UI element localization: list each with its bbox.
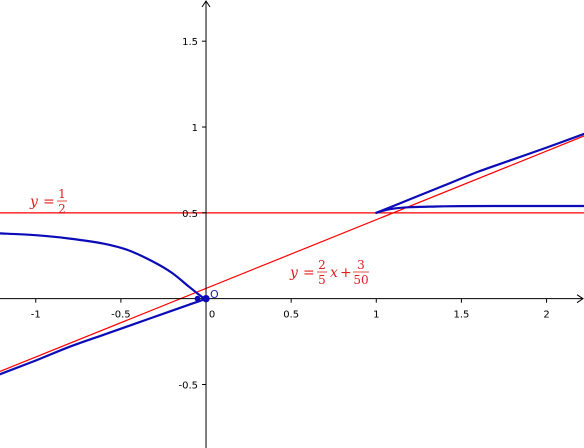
label-half-den: 2	[58, 202, 66, 216]
y-tick-label: 0.5	[182, 209, 198, 220]
x-tick-label: 1	[373, 310, 379, 321]
curve-1	[0, 298, 206, 376]
label-tan-const-den: 50	[353, 273, 368, 287]
point-1	[202, 294, 210, 303]
label-tan-lhs: y	[289, 265, 299, 281]
line-label-half: y = 1 2	[29, 187, 67, 216]
x-tick-label: -1	[31, 310, 41, 321]
label-half-eq: =	[43, 194, 55, 210]
label-half-lhs: y	[29, 194, 39, 210]
points	[194, 294, 210, 303]
label-tan-coef-num: 2	[318, 258, 326, 272]
curve-3	[375, 132, 584, 214]
x-axis-arrow	[576, 294, 584, 304]
tick-labels: -1 -0.5 0 0.5 1 1.5 2 -0.5 0.5 1 1.5	[31, 37, 550, 391]
asymptote-lines	[0, 135, 584, 373]
label-tan-const-num: 3	[357, 258, 365, 272]
label-half-num: 1	[58, 187, 66, 201]
curve-2	[375, 204, 584, 214]
curve-0	[0, 232, 206, 300]
x-tick-label: 0.5	[283, 310, 299, 321]
label-tan-eq: =	[303, 265, 315, 281]
x-tick-label: 1.5	[453, 310, 469, 321]
y-tick-label: 1.5	[182, 37, 198, 48]
function-curves	[0, 132, 584, 376]
y-tick-label: -0.5	[179, 380, 199, 391]
label-tan-plus: +	[340, 265, 352, 281]
label-tan-coef-den: 5	[318, 273, 326, 287]
label-tan-var: x	[330, 265, 338, 281]
origin-label: O	[210, 288, 219, 301]
line-label-tangent: y = 2 5 x + 3 50	[289, 258, 369, 287]
line-1	[0, 135, 584, 373]
x-tick-label: 2	[543, 310, 549, 321]
point-0	[194, 295, 201, 302]
x-tick-label: -0.5	[111, 310, 131, 321]
x-tick-label: 0	[209, 310, 215, 321]
y-axis-arrow	[201, 0, 211, 8]
y-tick-label: 1	[192, 123, 198, 134]
